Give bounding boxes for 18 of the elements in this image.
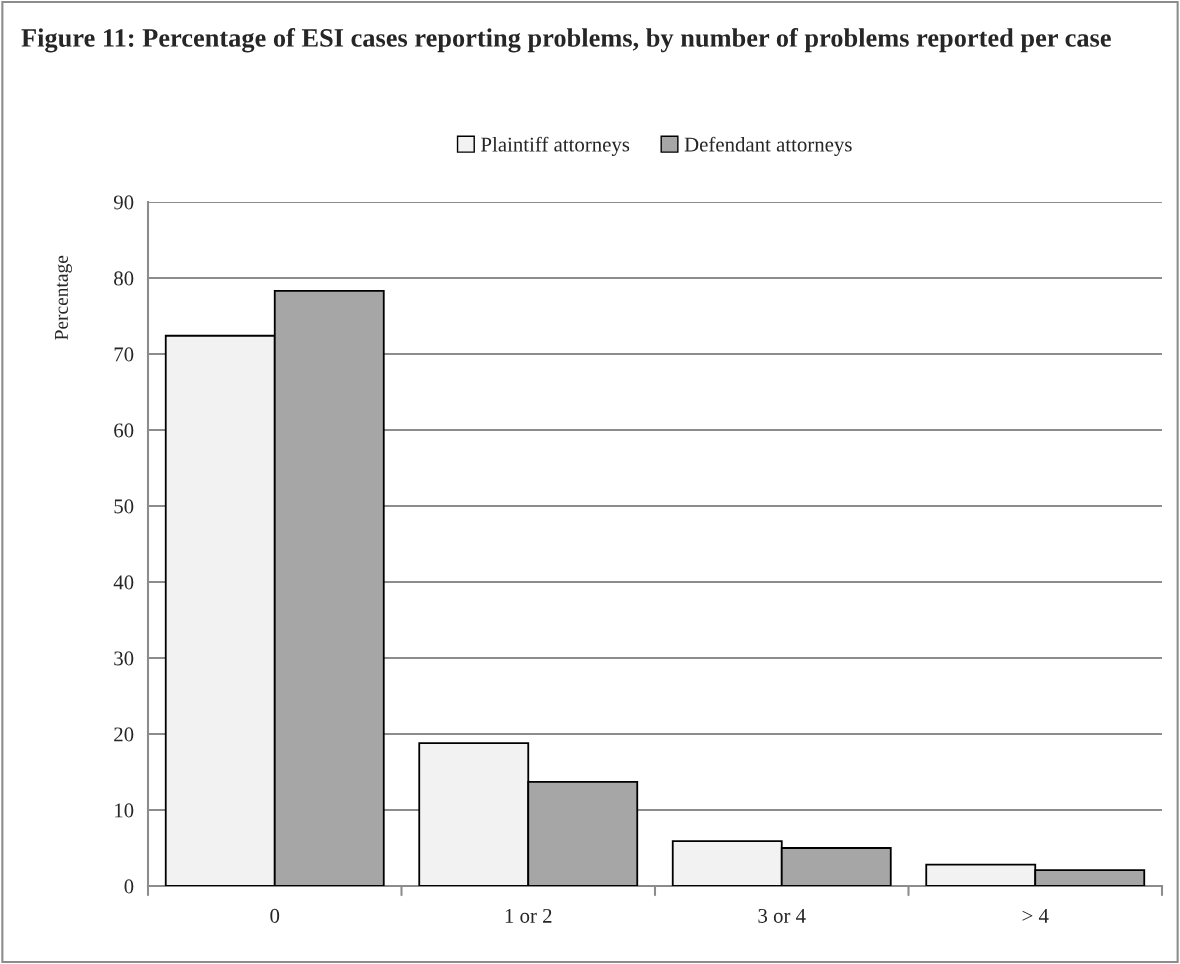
y-tick-label: 40 bbox=[113, 575, 134, 590]
y-tick-label: 60 bbox=[114, 423, 134, 438]
y-axis-title: Percentage bbox=[55, 255, 72, 340]
y-tick-label: 90 bbox=[113, 195, 134, 210]
legend-label: Defendant attorneys bbox=[684, 136, 852, 156]
x-tick-label: > 4 bbox=[1022, 908, 1049, 923]
y-tick-label: 70 bbox=[114, 347, 134, 362]
x-tick-label: 3 or 4 bbox=[758, 908, 806, 923]
y-tick-label: 0 bbox=[124, 879, 134, 894]
legend-label: Plaintiff attorneys bbox=[481, 136, 630, 156]
chart-title: Figure 11: Percentage of ESI cases reporting problems, by number of problems reported per case bbox=[21, 28, 1111, 53]
y-tick-label: 10 bbox=[115, 803, 134, 818]
y-tick-label: 50 bbox=[114, 499, 134, 514]
x-tick-label: 0 bbox=[270, 908, 280, 923]
y-tick-label: 80 bbox=[114, 271, 134, 286]
y-tick-label: 30 bbox=[114, 651, 134, 666]
x-tick-label: 1 or 2 bbox=[505, 908, 552, 923]
y-tick-label: 20 bbox=[114, 727, 134, 742]
